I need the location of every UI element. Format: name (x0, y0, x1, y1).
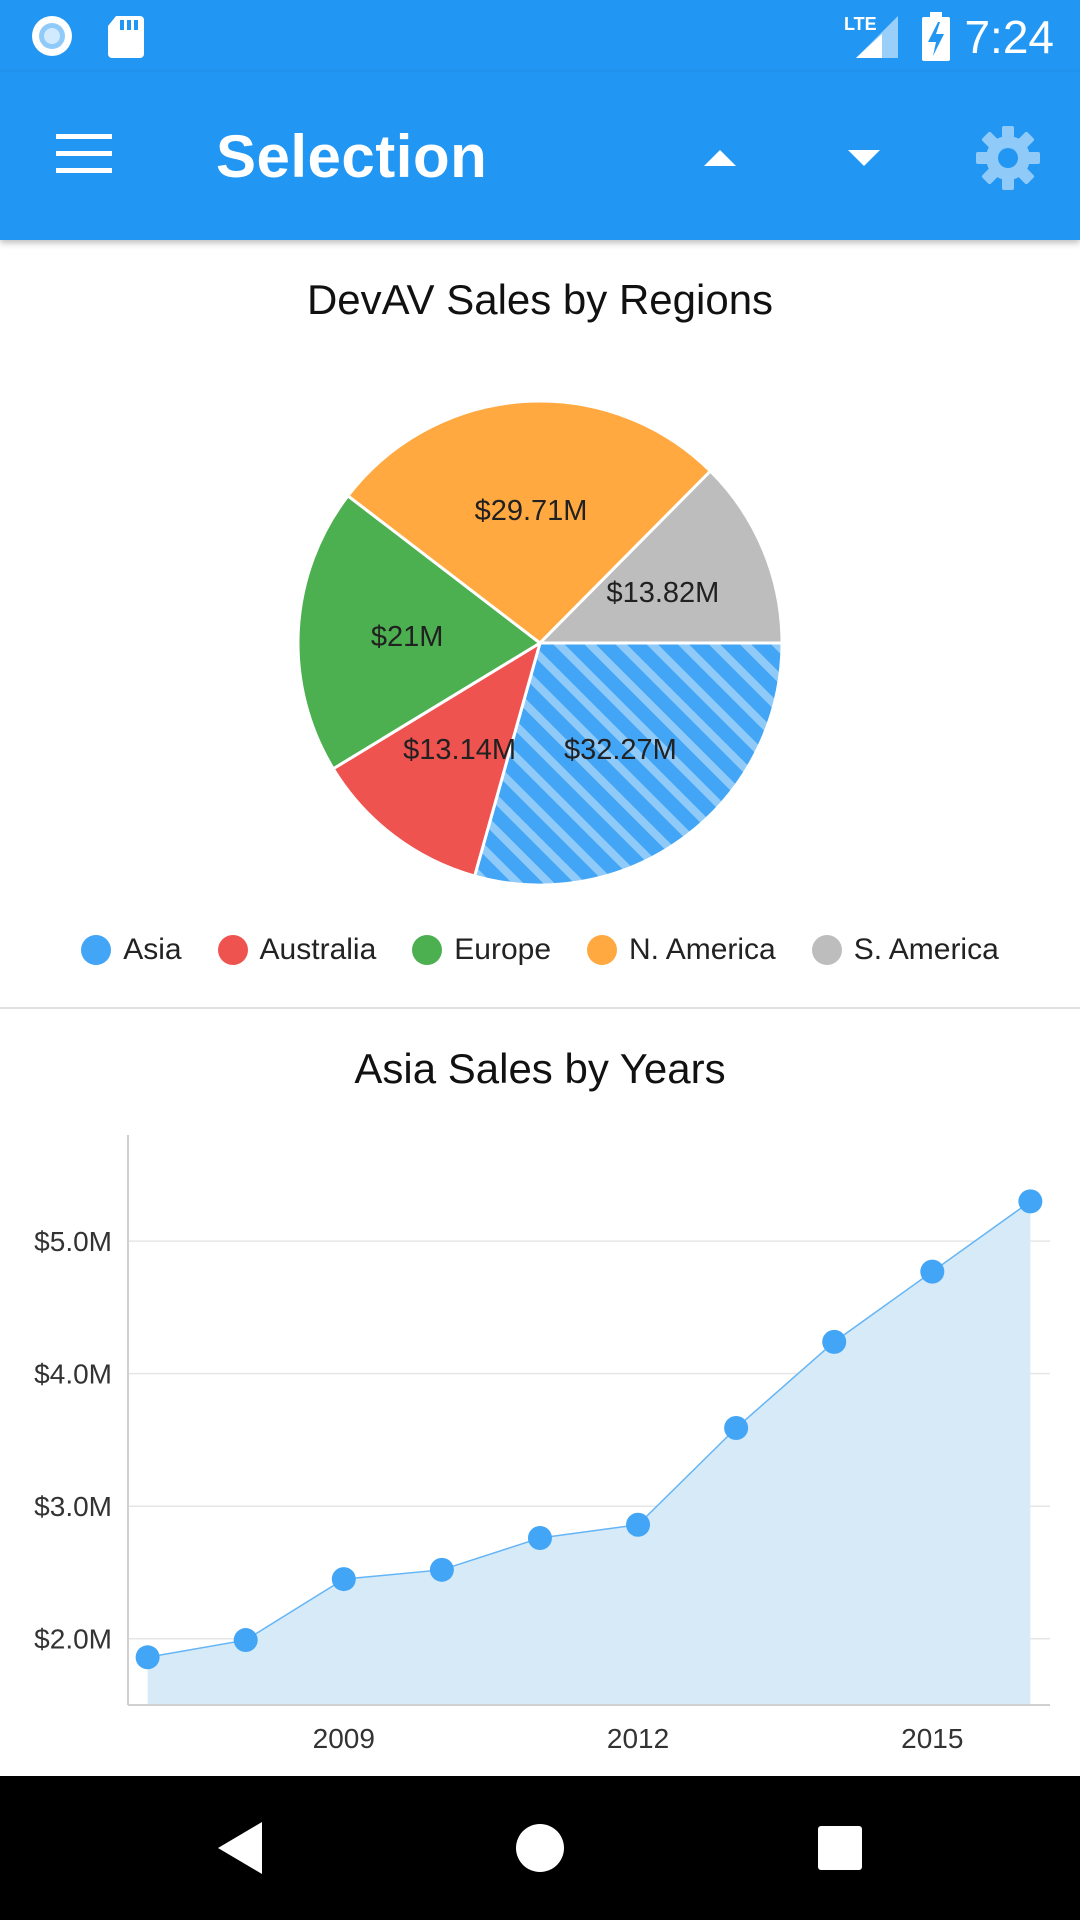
legend-marker (412, 935, 443, 965)
home-button[interactable] (504, 1812, 576, 1884)
pie-label-australia: $13.14M (403, 734, 516, 766)
area-series-line (147, 1200, 1031, 1659)
legend-item-n-america[interactable]: N. America (587, 933, 776, 967)
pie-label-asia: $32.27M (564, 734, 677, 766)
data-point-2007[interactable] (135, 1645, 160, 1670)
data-point-2016[interactable] (1018, 1189, 1043, 1214)
y-tick-label: $5.0M (34, 1226, 112, 1257)
pie-slice-n-america[interactable] (345, 399, 713, 645)
area-chart[interactable]: $2.0M $3.0M $4.0M $5.0M 2009 2012 2015 (0, 1130, 1080, 1770)
status-time: 7:24 (964, 11, 1054, 63)
pie-chart[interactable]: $32.27M $13.14M $21M $29.71M $13.82M (0, 340, 1080, 940)
data-point-2015[interactable] (920, 1259, 945, 1284)
data-point-2012[interactable] (626, 1512, 651, 1537)
settings-icon (976, 126, 1040, 190)
legend-marker (81, 935, 112, 965)
arrow-down-icon (848, 150, 880, 166)
arrow-up-icon (704, 150, 736, 166)
previous-button[interactable] (684, 122, 756, 194)
legend-item-s-america[interactable]: S. America (811, 933, 999, 967)
settings-button[interactable] (972, 122, 1044, 194)
back-button[interactable] (204, 1812, 276, 1884)
area-chart-title: Asia Sales by Years (354, 1045, 726, 1092)
status-bar: LTE 7:24 (0, 0, 1080, 72)
area-series-fill (147, 1201, 1031, 1705)
pie-label-s-america: $13.82M (606, 577, 719, 609)
pie-slice-asia[interactable] (472, 641, 784, 887)
data-point-2009[interactable] (331, 1567, 356, 1592)
y-tick-label: $3.0M (34, 1491, 112, 1522)
legend-label: S. America (853, 933, 999, 966)
recents-icon (818, 1826, 862, 1870)
data-point-2008[interactable] (233, 1628, 258, 1653)
pie-label-europe: $21M (371, 621, 444, 653)
home-icon (516, 1824, 564, 1872)
next-button[interactable] (828, 122, 900, 194)
app-title: Selection (216, 123, 488, 190)
section-divider (0, 1007, 1080, 1009)
legend-marker (811, 935, 842, 965)
data-point-2011[interactable] (527, 1526, 552, 1551)
pie-slice-australia[interactable] (331, 639, 543, 878)
svg-text:LTE: LTE (844, 14, 877, 34)
legend-label: N. America (629, 933, 776, 966)
x-tick-label: 2009 (313, 1723, 375, 1754)
legend-item-europe[interactable]: Europe (412, 933, 551, 967)
data-point-2013[interactable] (724, 1416, 749, 1441)
battery-charging-icon (920, 12, 952, 67)
data-point-2014[interactable] (822, 1329, 847, 1354)
legend-label: Australia (259, 933, 377, 966)
recents-button[interactable] (804, 1812, 876, 1884)
legend-item-australia[interactable]: Australia (217, 933, 377, 967)
legend-item-asia[interactable]: Asia (81, 933, 182, 967)
y-tick-label: $2.0M (34, 1624, 112, 1655)
legend-label: Asia (123, 933, 182, 966)
legend-label: Europe (454, 933, 552, 966)
lte-signal-icon: LTE (842, 12, 900, 65)
menu-icon (56, 134, 112, 173)
pie-label-n-america: $29.71M (475, 495, 588, 527)
navigation-bar (0, 1776, 1080, 1920)
legend-marker (217, 935, 248, 965)
notification-circle-icon (30, 14, 74, 63)
back-icon (218, 1822, 262, 1874)
legend-marker (587, 935, 618, 965)
pie-legend: Asia Australia Europe N. America S. America (0, 928, 1080, 972)
pie-chart-title: DevAV Sales by Regions (306, 276, 774, 323)
pie-slice-s-america[interactable] (536, 468, 784, 645)
pie-slice-europe[interactable] (296, 493, 543, 771)
sd-card-icon (106, 14, 146, 63)
menu-button[interactable] (40, 118, 130, 190)
y-tick-label: $4.0M (34, 1359, 112, 1390)
x-tick-label: 2015 (901, 1723, 963, 1754)
app-bar: Selection (0, 72, 1080, 240)
data-point-2010[interactable] (429, 1557, 454, 1582)
x-tick-label: 2012 (607, 1723, 669, 1754)
